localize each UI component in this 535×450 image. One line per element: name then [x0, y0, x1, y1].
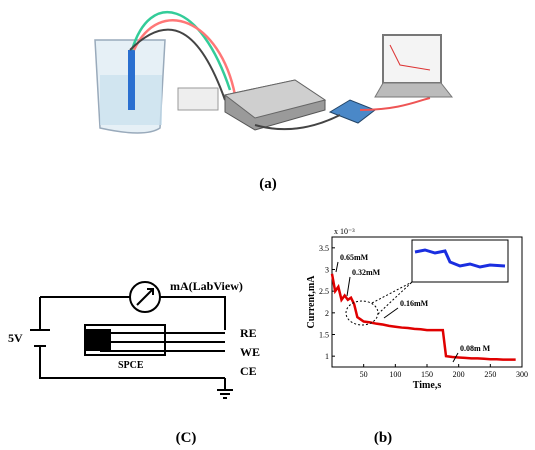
- chart: 1 1.5 2 2.5 3 3.5 50 100 150 200 250 300 x 10⁻³ Time,…: [306, 227, 528, 391]
- y-tick-label: 2.5: [319, 287, 329, 296]
- annotation-arrow: [347, 277, 350, 296]
- zoom-lines: [372, 282, 412, 314]
- panel-label: (b): [374, 430, 392, 446]
- y-multiplier: x 10⁻³: [334, 227, 355, 236]
- we-label: WE: [240, 345, 260, 359]
- electrode-label: SPCE: [118, 360, 144, 371]
- y-tick-label: 1: [325, 352, 329, 361]
- annotation-arrow: [384, 308, 398, 318]
- y-tick-label: 1.5: [319, 331, 329, 340]
- setup-photo: [95, 12, 452, 133]
- annotation: 0.32mM: [352, 268, 381, 277]
- x-tick-label: 250: [484, 370, 496, 379]
- y-tick-label: 3.5: [319, 244, 329, 253]
- y-axis-label: Current,mA: [306, 275, 317, 329]
- circuit-diagram: [30, 282, 233, 398]
- inset-frame: [412, 240, 508, 282]
- page: (a) mA(LabView) 5V SPCE RE WE CE (C) 1 1.…: [0, 0, 535, 450]
- y-tick-label: 3: [325, 266, 329, 275]
- x-tick-label: 50: [360, 370, 368, 379]
- y-tick-label: 2: [325, 309, 329, 318]
- x-tick-label: 200: [453, 370, 465, 379]
- x-tick-label: 300: [516, 370, 528, 379]
- re-label: RE: [240, 326, 257, 340]
- annotation: 0.16mM: [400, 299, 429, 308]
- x-axis-label: Time,s: [413, 380, 442, 391]
- voltage-label: 5V: [8, 331, 23, 345]
- annotation-arrow: [336, 262, 338, 272]
- panel-label: (C): [176, 430, 197, 446]
- annotation: 0.08m M: [460, 344, 491, 353]
- x-tick-label: 150: [421, 370, 433, 379]
- meter-label: mA(LabView): [170, 279, 243, 293]
- figure: (a) mA(LabView) 5V SPCE RE WE CE (C) 1 1.…: [0, 0, 535, 450]
- ce-label: CE: [240, 364, 257, 378]
- x-tick-label: 100: [389, 370, 401, 379]
- panel-label: (a): [259, 176, 277, 192]
- annotation: 0.65mM: [340, 253, 369, 262]
